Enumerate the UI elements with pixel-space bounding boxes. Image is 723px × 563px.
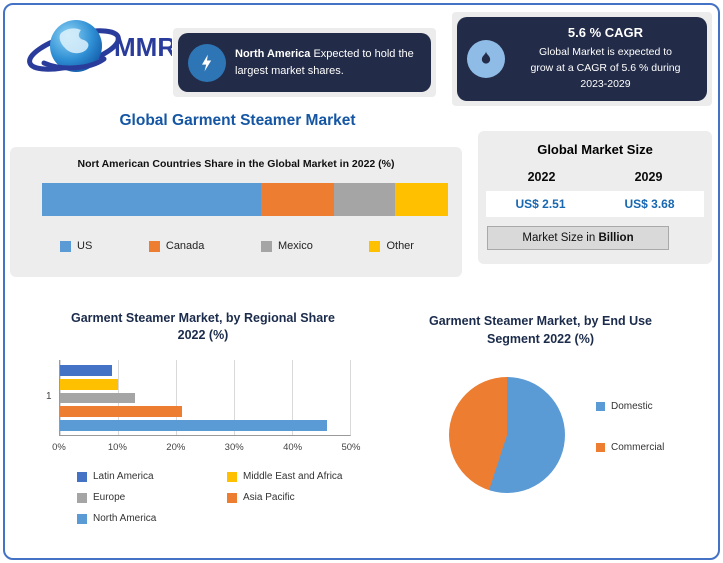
pie-legend: Domestic Commercial <box>596 401 664 453</box>
mmr-logo: MMR <box>22 6 176 91</box>
regional-chart-title: Garment Steamer Market, by Regional Shar… <box>71 311 335 342</box>
legend-label-middle-east-and-africa: Middle East and Africa <box>243 471 343 482</box>
logo-brand-text: MMR <box>114 32 172 62</box>
regional-share-chart: Garment Steamer Market, by Regional Shar… <box>15 303 405 558</box>
stacked-segment-us <box>42 183 262 216</box>
bar-latin-america <box>60 365 113 376</box>
flame-icon <box>467 40 505 78</box>
x-tick-30-: 30% <box>224 442 244 453</box>
x-tick-20-: 20% <box>166 442 186 453</box>
globe-landmass <box>59 28 89 54</box>
legend-item-north-america: North America <box>77 513 227 524</box>
cagr-text-block: 5.6 % CAGR Global Market is expected to … <box>514 25 697 92</box>
bar-middle-east-and-africa <box>60 378 118 390</box>
legend-item-commercial: Commercial <box>596 442 664 453</box>
legend-label-other: Other <box>386 240 414 252</box>
legend-swatch-latin-america <box>77 471 87 482</box>
legend-swatch-mexico <box>261 240 273 252</box>
stacked-segment-other <box>395 183 448 216</box>
legend-swatch-canada <box>148 240 160 252</box>
bar-asia-pacific <box>60 406 182 418</box>
legend-label-mexico: Mexico <box>278 240 313 252</box>
na-share-panel: Nort American Countries Share in the Glo… <box>10 147 462 277</box>
highlight-na-rest: Expected to hold the largest market shar… <box>235 48 414 77</box>
note-unit: Billion <box>598 232 634 244</box>
na-stacked-bar <box>42 183 448 216</box>
x-tick-50-: 50% <box>341 442 361 453</box>
legend-swatch-north-america <box>77 513 87 524</box>
legend-label-latin-america: Latin America <box>93 471 154 482</box>
pie-chart <box>449 377 565 493</box>
y-axis-tick: 1 <box>46 391 52 402</box>
x-tick-0-: 0% <box>52 442 66 453</box>
legend-swatch-us <box>60 240 71 252</box>
market-size-panel: Global Market Size 2022 2029 US$ 2.51 US… <box>478 131 712 264</box>
legend-item-mexico: Mexico <box>261 240 313 252</box>
legend-swatch-middle-east-and-africa <box>227 471 237 482</box>
legend-item-asia-pacific: Asia Pacific <box>227 492 402 503</box>
orbit-front-arc <box>41 56 107 71</box>
year-2029: 2029 <box>634 170 663 184</box>
legend-item-latin-america: Latin America <box>77 471 227 482</box>
highlight-cagr: 5.6 % CAGR Global Market is expected to … <box>452 12 712 106</box>
highlight-cagr-box: 5.6 % CAGR Global Market is expected to … <box>457 17 707 101</box>
market-size-values: US$ 2.51 US$ 3.68 <box>486 191 704 217</box>
legend-swatch-europe <box>77 492 87 503</box>
x-tick-40-: 40% <box>283 442 303 453</box>
legend-item-canada: Canada <box>148 240 205 252</box>
value-2022: US$ 2.51 <box>515 197 566 211</box>
highlight-na-bold: North America <box>235 48 311 60</box>
legend-label-canada: Canada <box>165 240 205 252</box>
legend-swatch-commercial <box>596 443 605 452</box>
lightning-icon <box>188 43 226 82</box>
cagr-body: Global Market is expected to grow at a C… <box>530 46 681 90</box>
legend-label-us: US <box>77 240 93 252</box>
legend-label-domestic: Domestic <box>611 401 653 412</box>
value-2029: US$ 3.68 <box>624 197 675 211</box>
stacked-segment-mexico <box>334 183 396 216</box>
na-share-title: Nort American Countries Share in the Glo… <box>77 158 395 170</box>
note-prefix: Market Size in <box>522 232 599 244</box>
cagr-heading: 5.6 % CAGR <box>567 25 644 41</box>
highlight-north-america: North America Expected to hold the large… <box>173 28 436 97</box>
legend-item-middle-east-and-africa: Middle East and Africa <box>227 471 402 482</box>
end-use-chart: Garment Steamer Market, by End Use Segme… <box>408 305 715 555</box>
market-size-title: Global Market Size <box>537 142 653 157</box>
legend-swatch-asia-pacific <box>227 492 237 503</box>
legend-label-asia-pacific: Asia Pacific <box>243 492 295 503</box>
legend-item-other: Other <box>369 240 414 252</box>
mmr-logo-graphic: MMR <box>27 20 176 72</box>
market-size-years: 2022 2029 <box>478 170 712 184</box>
regional-legend: Latin America Middle East and Africa Europ… <box>77 471 402 524</box>
legend-item-domestic: Domestic <box>596 401 664 412</box>
regional-xticks: 0% 10% 20% 30% 40% 50% <box>52 442 360 456</box>
legend-swatch-domestic <box>596 402 605 411</box>
bar-north-america <box>60 420 327 431</box>
bar-europe <box>60 392 136 404</box>
na-stacked-legend: US Canada Mexico Other <box>10 240 462 252</box>
legend-item-europe: Europe <box>77 492 227 503</box>
stacked-segment-canada <box>261 183 335 216</box>
highlight-na-box: North America Expected to hold the large… <box>178 33 431 92</box>
year-2022: 2022 <box>527 170 556 184</box>
x-tick-10-: 10% <box>107 442 127 453</box>
legend-label-commercial: Commercial <box>611 442 665 453</box>
legend-label-north-america: North America <box>93 513 157 524</box>
market-size-note: Market Size in Billion <box>487 226 669 250</box>
regional-plot <box>59 360 351 436</box>
legend-swatch-other <box>369 240 381 252</box>
legend-label-europe: Europe <box>93 492 126 503</box>
highlight-na-text: North America Expected to hold the large… <box>235 46 421 79</box>
legend-item-us: US <box>60 240 92 252</box>
page-title: Global Garment Steamer Market <box>119 112 356 129</box>
end-use-chart-title: Garment Steamer Market, by End Use Segme… <box>429 314 652 346</box>
